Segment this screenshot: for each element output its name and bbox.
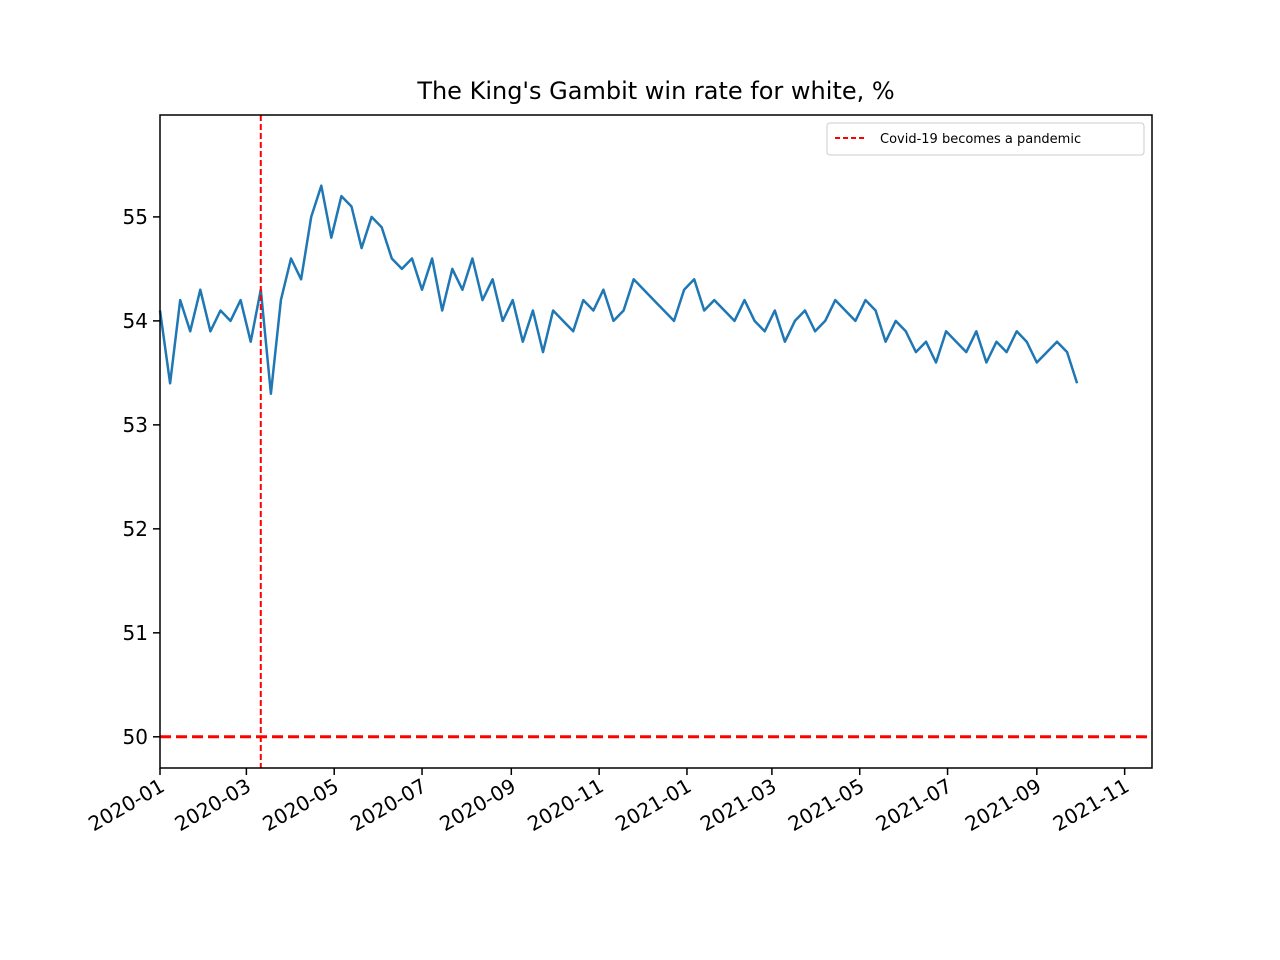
plot-area bbox=[158, 115, 1152, 768]
y-tick-label: 54 bbox=[123, 309, 148, 333]
legend-box bbox=[826, 122, 1145, 156]
series-line-0 bbox=[158, 184, 1079, 395]
y-tick-label: 55 bbox=[123, 205, 148, 229]
y-tick-label: 51 bbox=[123, 621, 148, 645]
y-tick-label: 53 bbox=[123, 413, 148, 437]
y-tick-label: 50 bbox=[123, 725, 148, 749]
legend-label: Covid-19 becomes a pandemic bbox=[880, 132, 1081, 147]
chart-title: The King's Gambit win rate for white, % bbox=[416, 77, 894, 105]
axes-frame bbox=[159, 114, 1153, 769]
y-tick-label: 52 bbox=[123, 517, 148, 541]
legend: Covid-19 becomes a pandemic bbox=[826, 122, 1145, 156]
